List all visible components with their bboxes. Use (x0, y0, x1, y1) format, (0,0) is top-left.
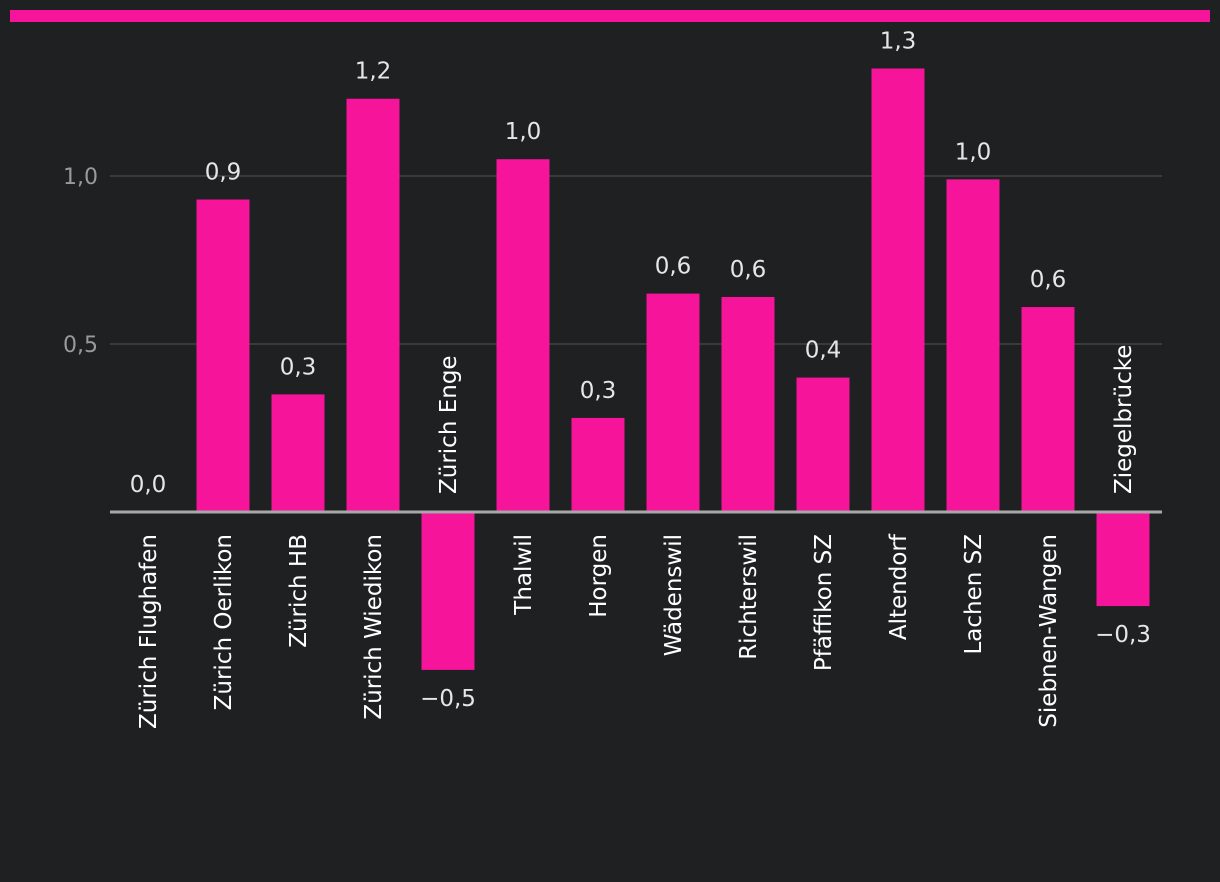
data-label: −0,3 (1095, 622, 1151, 648)
data-label: 0,6 (1030, 267, 1067, 293)
bar (271, 394, 325, 512)
category-label: Richterswil (736, 534, 762, 660)
category-label: Siebnen-Wangen (1036, 534, 1062, 728)
data-label: 0,4 (805, 338, 842, 364)
category-label: Wädenswil (661, 534, 687, 656)
category-label: Zürich HB (286, 534, 312, 648)
y-tick-label: 0,5 (63, 333, 98, 358)
bar (646, 293, 700, 512)
category-label: Zürich Wiedikon (361, 534, 387, 720)
bar (571, 417, 625, 512)
data-label: 0,0 (130, 472, 167, 498)
data-label: 0,6 (730, 257, 767, 283)
data-label: 0,3 (580, 378, 617, 404)
category-label: Zürich Enge (436, 355, 462, 494)
category-label: Lachen SZ (961, 534, 987, 655)
category-label: Zürich Flughafen (136, 534, 162, 729)
y-axis-ticks: 0,5 1,0 (63, 165, 98, 358)
data-label: 1,2 (355, 59, 392, 85)
bar (796, 377, 850, 512)
category-label: Ziegelbrücke (1111, 345, 1137, 494)
category-label: Altendorf (886, 533, 912, 640)
accent-bar (10, 10, 1210, 22)
bar (1021, 307, 1075, 512)
bar (496, 159, 550, 512)
category-label: Zürich Oerlikon (211, 534, 237, 710)
bar (871, 68, 925, 512)
bar (421, 512, 475, 670)
bar (721, 296, 775, 512)
bar (946, 179, 1000, 513)
category-labels: Zürich Flughafen Zürich Oerlikon Zürich HB… (136, 345, 1137, 729)
data-label: 0,9 (205, 160, 242, 186)
category-label: Pfäffikon SZ (811, 534, 837, 671)
data-labels: 0,0 0,9 0,3 1,2 −0,5 1,0 0,3 0,6 0,6 0,4 1,3 1,0 0,6… (130, 28, 1151, 711)
data-label: 0,6 (655, 254, 692, 280)
bar (346, 98, 400, 512)
y-tick-label: 1,0 (63, 165, 98, 190)
data-label: 1,3 (880, 28, 917, 54)
data-label: 0,3 (280, 354, 317, 380)
category-label: Horgen (586, 534, 612, 618)
data-label: −0,5 (420, 686, 476, 712)
bar (1096, 512, 1150, 607)
gridlines (110, 175, 1162, 345)
category-label: Thalwil (511, 534, 537, 616)
bars (196, 68, 1150, 670)
data-label: 1,0 (505, 119, 542, 145)
bar (196, 199, 250, 512)
data-label: 1,0 (955, 139, 992, 165)
